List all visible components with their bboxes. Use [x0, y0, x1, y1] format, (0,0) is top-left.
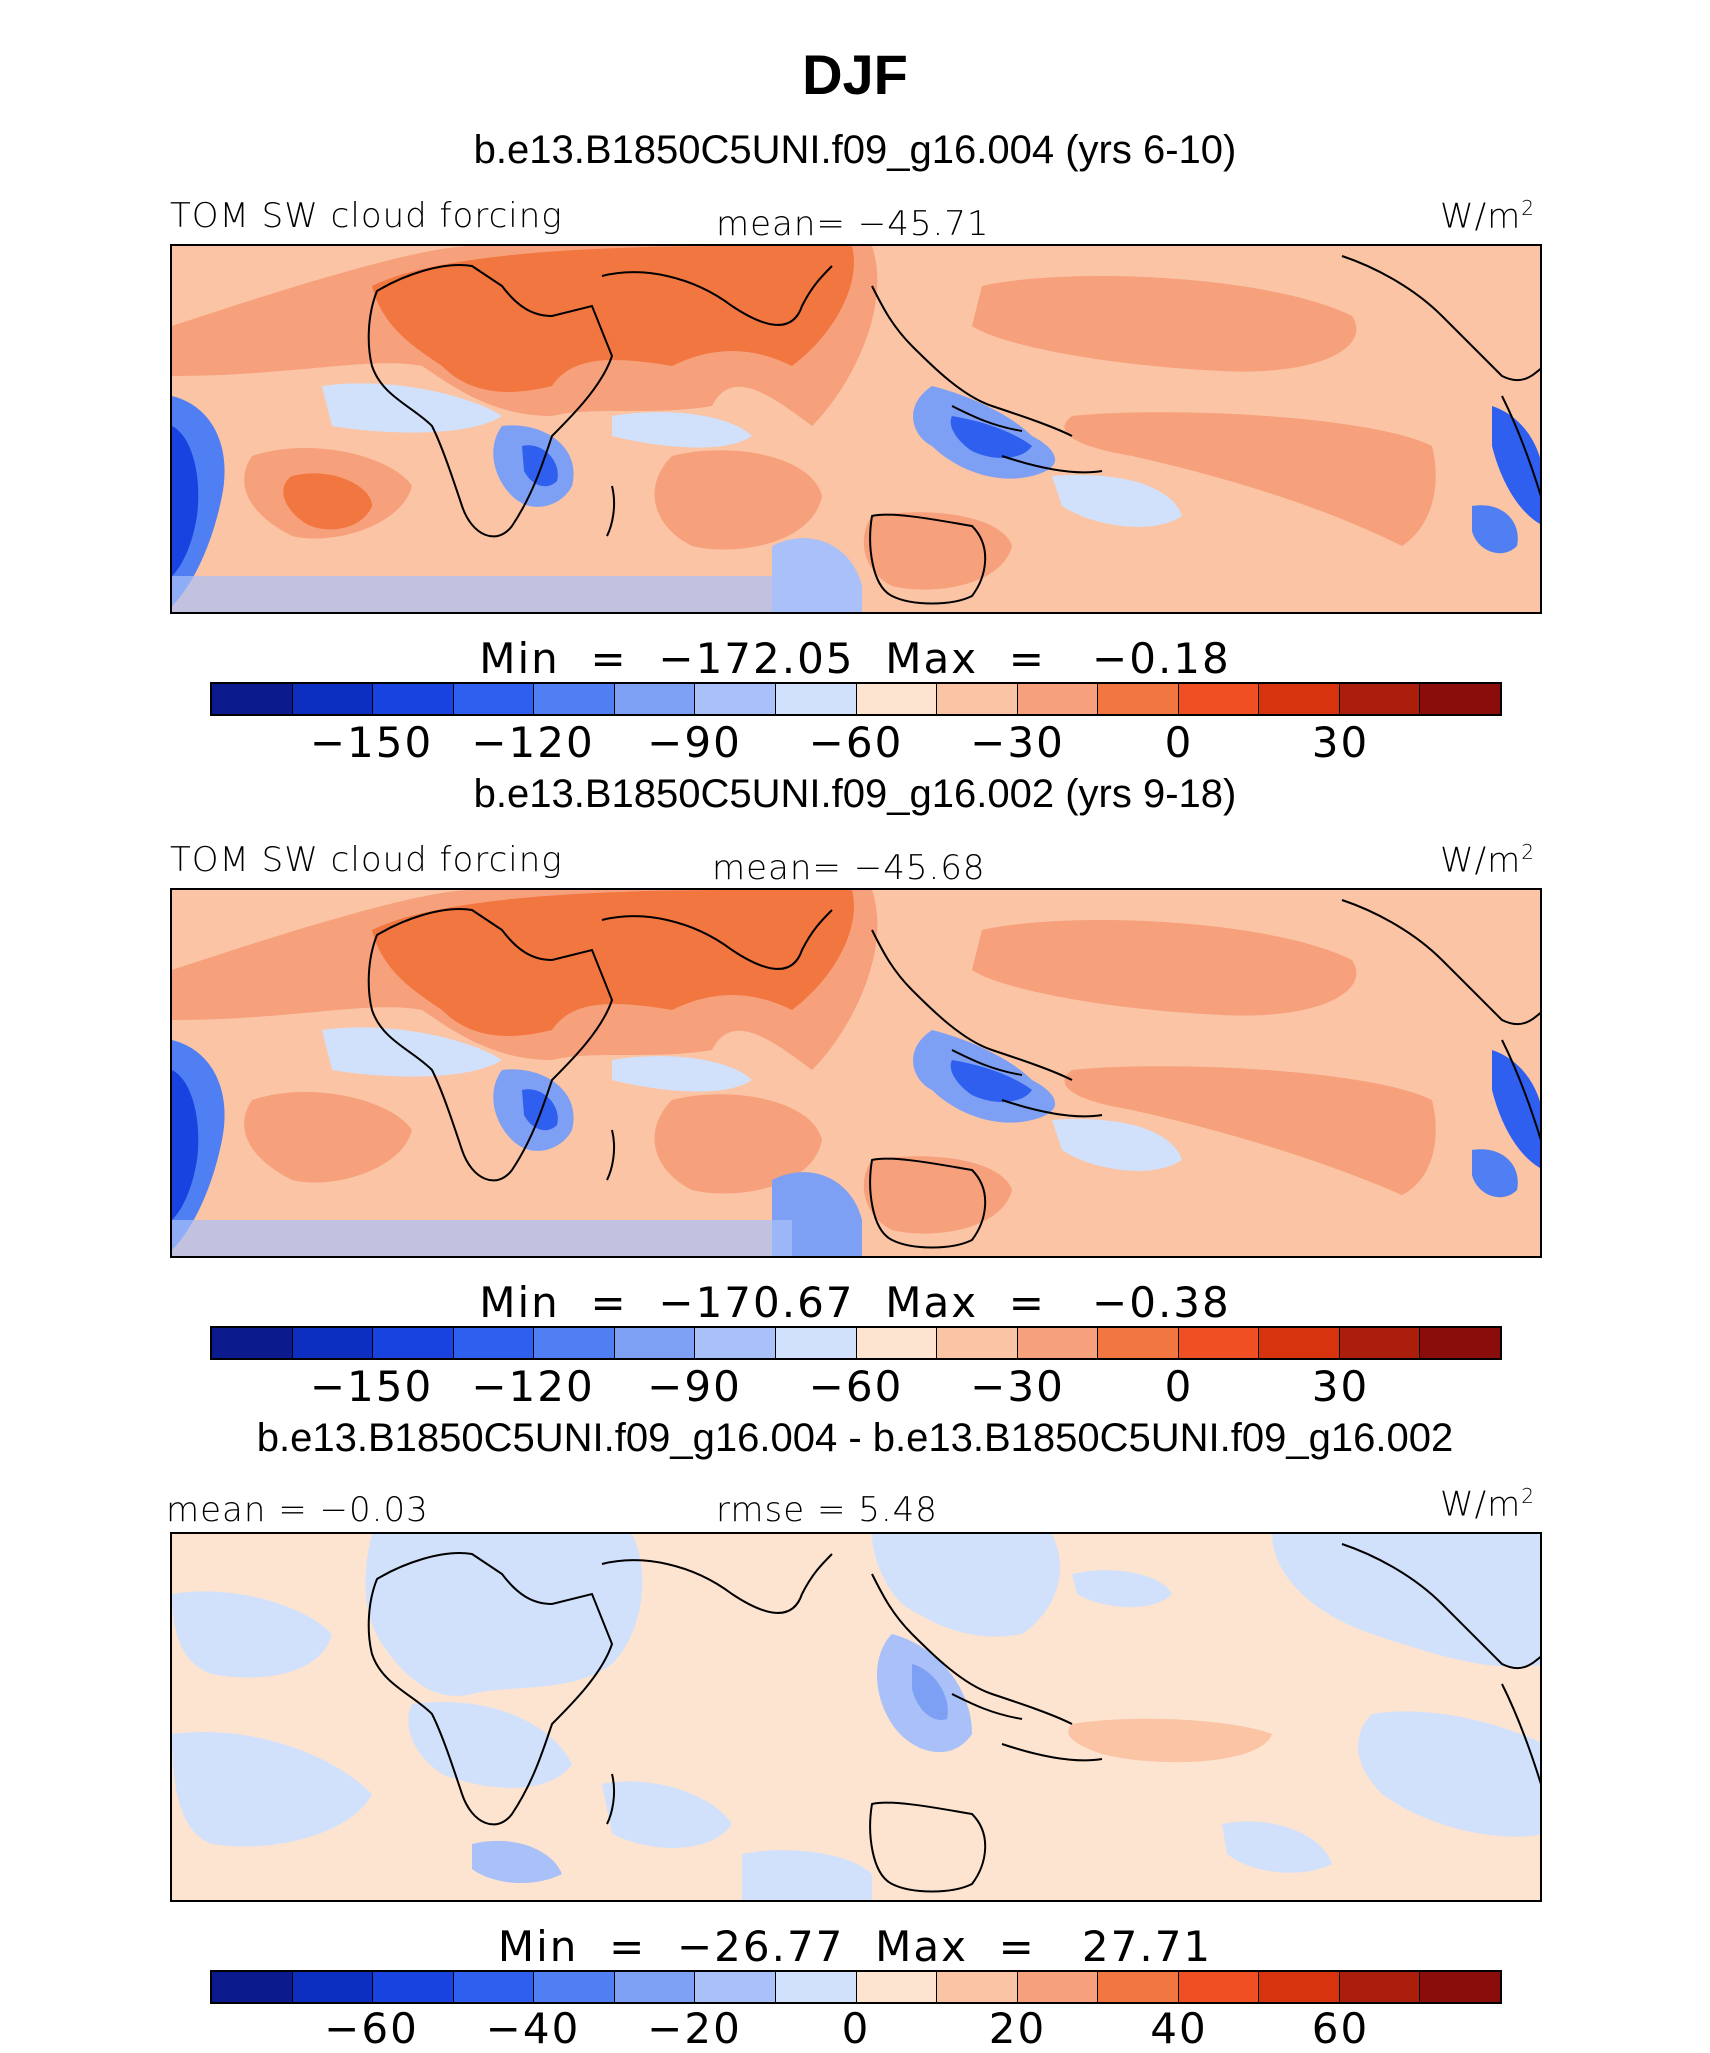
colorbar-tick-label: 0	[841, 2004, 871, 2053]
colorbar-swatch	[534, 684, 615, 714]
panel-2-colorbar-ticks: −150 −120 −90 −60 −30 0 30	[0, 1362, 1710, 1412]
colorbar-swatch	[614, 1972, 696, 2002]
colorbar-tick-label: −60	[808, 1362, 904, 1411]
colorbar-swatch	[614, 684, 696, 714]
colorbar-swatch	[1259, 684, 1340, 714]
colorbar-tick-label: −60	[324, 2004, 419, 2053]
panel-3-mean-label: mean = −0.03	[166, 1490, 429, 1530]
colorbar-tick-label: −120	[471, 718, 595, 767]
colorbar-swatch	[1420, 1972, 1500, 2002]
colorbar-swatch	[212, 1328, 293, 1358]
colorbar-tick-label: 40	[1150, 2004, 1208, 2053]
colorbar-swatch	[695, 1328, 776, 1358]
colorbar-swatch	[695, 684, 776, 714]
panel-1-map-svg	[172, 246, 1540, 612]
colorbar-swatch	[453, 1972, 535, 2002]
panel-2-colorbar	[210, 1326, 1502, 1360]
colorbar-tick-label: −20	[647, 2004, 742, 2053]
panel-1-colorbar	[210, 682, 1502, 716]
colorbar-swatch	[937, 1328, 1018, 1358]
colorbar-swatch	[1178, 1972, 1260, 2002]
panel-1-map	[170, 244, 1542, 614]
colorbar-swatch	[212, 1972, 293, 2002]
colorbar-tick-label: 0	[1164, 1362, 1194, 1411]
panel-3-minmax: Min = −26.77 Max = 27.71	[497, 1922, 1213, 1971]
colorbar-swatch	[1339, 684, 1421, 714]
panel-1-minmax: Min = −172.05 Max = −0.18	[479, 634, 1231, 683]
panel-2-map	[170, 888, 1542, 1258]
colorbar-swatch	[534, 1972, 615, 2002]
colorbar-swatch	[1017, 684, 1099, 714]
panel-3-units: W/m2	[1440, 1484, 1535, 1525]
colorbar-tick-label: 30	[1311, 1362, 1370, 1411]
colorbar-swatch	[1259, 1972, 1340, 2002]
panel-2-map-svg	[172, 890, 1540, 1256]
colorbar-swatch	[373, 1328, 454, 1358]
colorbar-tick-label: −90	[647, 718, 742, 767]
colorbar-swatch	[775, 684, 857, 714]
colorbar-swatch	[292, 1972, 374, 2002]
colorbar-swatch	[292, 1328, 374, 1358]
colorbar-swatch	[1178, 684, 1260, 714]
colorbar-tick-label: 20	[988, 2004, 1047, 2053]
panel-3-rmse-label: rmse = 5.48	[716, 1490, 938, 1530]
colorbar-swatch	[453, 684, 535, 714]
colorbar-swatch	[1420, 1328, 1500, 1358]
colorbar-swatch	[1098, 1328, 1179, 1358]
colorbar-swatch	[1178, 1328, 1260, 1358]
panel-1-colorbar-ticks: −150 −120 −90 −60 −30 0 30	[0, 718, 1710, 768]
colorbar-tick-label: −150	[309, 718, 434, 767]
colorbar-swatch	[614, 1328, 696, 1358]
panel-2-variable-label: TOM SW cloud forcing	[170, 840, 563, 880]
panel-2-title: b.e13.B1850C5UNI.f09_g16.002 (yrs 9-18)	[473, 772, 1237, 816]
panel-3-map	[170, 1532, 1542, 1902]
colorbar-swatch	[937, 1972, 1018, 2002]
colorbar-swatch	[856, 684, 938, 714]
colorbar-swatch	[453, 1328, 535, 1358]
colorbar-tick-label: −120	[471, 1362, 595, 1411]
colorbar-swatch	[1017, 1972, 1099, 2002]
colorbar-swatch	[1420, 684, 1500, 714]
panel-1-variable-label: TOM SW cloud forcing	[170, 196, 563, 236]
colorbar-tick-label: 60	[1311, 2004, 1370, 2053]
colorbar-tick-label: −30	[970, 718, 1065, 767]
panel-1-mean-label: mean= −45.71	[716, 204, 990, 244]
panel-3-colorbar-ticks: −60 −40 −20 0 20 40 60	[0, 2004, 1710, 2053]
colorbar-swatch	[534, 1328, 615, 1358]
panel-1-units: W/m2	[1440, 196, 1535, 237]
colorbar-tick-label: 30	[1311, 718, 1370, 767]
figure-title: DJF	[802, 43, 908, 106]
colorbar-swatch	[1098, 1972, 1179, 2002]
panel-3-colorbar	[210, 1970, 1502, 2004]
colorbar-swatch	[775, 1328, 857, 1358]
colorbar-swatch	[1339, 1972, 1421, 2002]
colorbar-swatch	[856, 1328, 938, 1358]
colorbar-swatch	[1017, 1328, 1099, 1358]
colorbar-swatch	[212, 684, 293, 714]
colorbar-swatch	[695, 1972, 776, 2002]
panel-2-minmax: Min = −170.67 Max = −0.38	[479, 1278, 1231, 1327]
colorbar-swatch	[775, 1972, 857, 2002]
panel-2-units: W/m2	[1440, 840, 1535, 881]
colorbar-tick-label: −30	[970, 1362, 1065, 1411]
panel-1-title: b.e13.B1850C5UNI.f09_g16.004 (yrs 6-10)	[473, 128, 1237, 172]
panel-2-mean-label: mean= −45.68	[712, 848, 986, 888]
colorbar-swatch	[373, 684, 454, 714]
colorbar-swatch	[1098, 684, 1179, 714]
colorbar-swatch	[1259, 1328, 1340, 1358]
colorbar-tick-label: 0	[1164, 718, 1194, 767]
panel-3-title: b.e13.B1850C5UNI.f09_g16.004 - b.e13.B18…	[256, 1416, 1454, 1460]
colorbar-swatch	[937, 684, 1018, 714]
colorbar-tick-label: −40	[485, 2004, 581, 2053]
colorbar-tick-label: −90	[647, 1362, 742, 1411]
colorbar-tick-label: −150	[309, 1362, 434, 1411]
colorbar-swatch	[856, 1972, 938, 2002]
panel-3-map-svg	[172, 1534, 1540, 1900]
colorbar-tick-label: −60	[808, 718, 904, 767]
colorbar-swatch	[292, 684, 374, 714]
colorbar-swatch	[1339, 1328, 1421, 1358]
colorbar-swatch	[373, 1972, 454, 2002]
